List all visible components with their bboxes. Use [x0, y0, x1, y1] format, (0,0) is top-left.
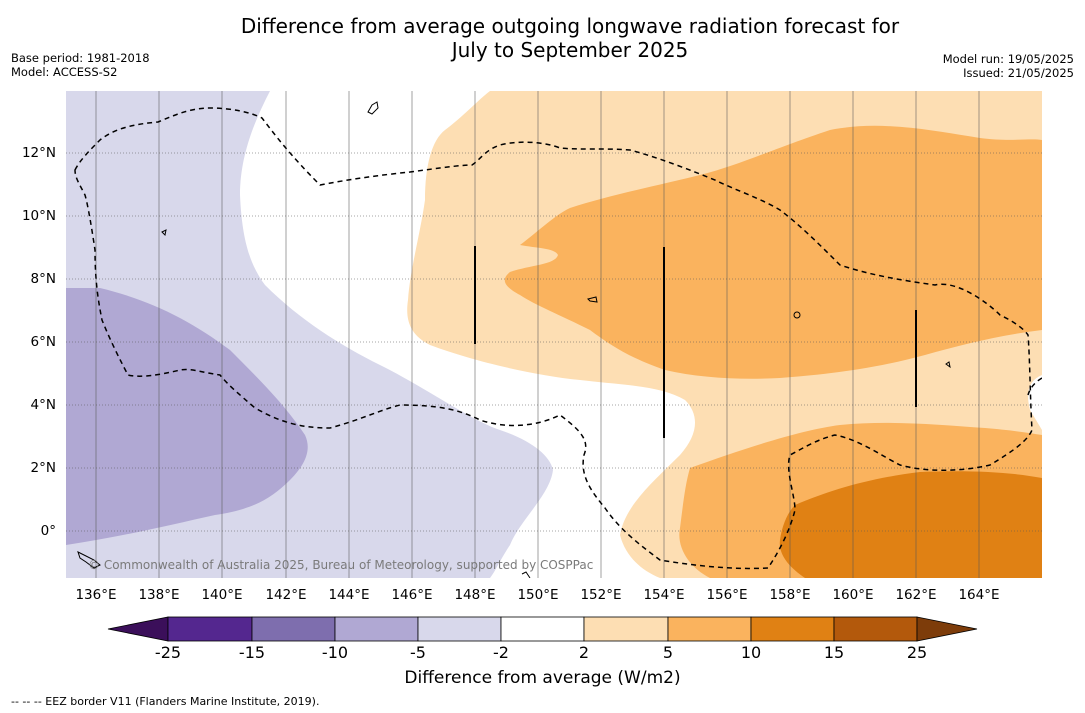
lat-label-10n: 10°N	[21, 208, 56, 224]
lon-label-138e: 138°E	[138, 587, 180, 603]
colorbar-bin-1	[167, 616, 253, 642]
meta-left: Base period: 1981-2018 Model: ACCESS-S2	[11, 51, 150, 79]
longitude-gridlines	[95, 91, 980, 578]
lat-label-8n: 8°N	[30, 271, 56, 287]
issued-date: Issued: 21/05/2025	[963, 66, 1074, 80]
model-run: Model run: 19/05/2025	[942, 52, 1074, 66]
colorbar-tick-minus2: -2	[493, 643, 509, 662]
meta-right: Model run: 19/05/2025 Issued: 21/05/2025	[943, 52, 1074, 80]
lat-label-6n: 6°N	[30, 334, 56, 350]
colorbar-bin-2	[251, 616, 336, 642]
lat-label-12n: 12°N	[21, 145, 56, 161]
colorbar-bin-3	[334, 616, 419, 642]
colorbar	[107, 616, 978, 642]
lon-label-156e: 156°E	[706, 587, 748, 603]
colorbar-bin-9	[833, 616, 918, 642]
island-kosrae	[945, 361, 951, 369]
region-5-to-10	[504, 125, 1042, 578]
colorbar-bin-4	[417, 616, 502, 642]
colorbar-tick-minus10: -10	[321, 643, 349, 662]
lat-label-2n: 2°N	[30, 460, 56, 476]
lon-label-160e: 160°E	[832, 587, 874, 603]
lon-label-164e: 164°E	[958, 587, 1000, 603]
longitude-markers	[474, 246, 917, 438]
colorbar-extend-high	[916, 616, 978, 642]
islands	[77, 101, 951, 578]
colorbar-tick-minus25: -25	[154, 643, 182, 662]
colorbar-tick-minus5: -5	[410, 643, 426, 662]
title-line-2: July to September 2025	[451, 38, 689, 62]
colorbar-tick-25: 25	[906, 643, 928, 662]
copyright-notice: © Commonwealth of Australia 2025, Bureau…	[88, 558, 594, 572]
colorbar-bin-8	[750, 616, 835, 642]
island-palau	[161, 229, 167, 237]
eez-border-west	[74, 107, 1033, 570]
region-10-to-15	[779, 471, 1042, 578]
colorbar-tick-15: 15	[823, 643, 845, 662]
island-islet	[521, 571, 531, 578]
colorbar-extend-low	[107, 616, 169, 642]
colorbar-tick-minus15: -15	[238, 643, 266, 662]
colorbar-bin-5	[500, 616, 585, 642]
lat-label-4n: 4°N	[30, 397, 56, 413]
colorbar-tick-2: 2	[578, 643, 590, 662]
chart-title: Difference from average outgoing longwav…	[0, 14, 1085, 62]
island-png-coast	[77, 551, 101, 569]
colorbar-tick-5: 5	[662, 643, 674, 662]
lon-label-162e: 162°E	[895, 587, 937, 603]
lon-label-142e: 142°E	[265, 587, 307, 603]
map-area	[66, 91, 1042, 578]
lon-label-154e: 154°E	[643, 587, 685, 603]
island-guam	[367, 101, 379, 115]
lon-label-150e: 150°E	[517, 587, 559, 603]
lon-label-158e: 158°E	[769, 587, 811, 603]
island-pohnpei	[793, 311, 801, 319]
lon-label-140e: 140°E	[201, 587, 243, 603]
eez-footnote: -- -- -- EEZ border V11 (Flanders Marine…	[11, 695, 320, 708]
island-chuuk	[587, 296, 598, 303]
eez-border-east	[1027, 377, 1042, 396]
lon-label-148e: 148°E	[454, 587, 496, 603]
lon-label-144e: 144°E	[328, 587, 370, 603]
model-name: Model: ACCESS-S2	[11, 65, 118, 79]
latitude-gridlines	[66, 152, 1042, 532]
lat-label-0: 0°	[40, 523, 56, 539]
title-line-1: Difference from average outgoing longwav…	[240, 14, 900, 38]
region-minus10-to-minus5	[66, 288, 308, 545]
colorbar-tick-10: 10	[740, 643, 762, 662]
colorbar-bin-7	[667, 616, 752, 642]
colorbar-bin-6	[583, 616, 669, 642]
lon-label-146e: 146°E	[391, 587, 433, 603]
lon-label-136e: 136°E	[75, 587, 117, 603]
base-period: Base period: 1981-2018	[11, 51, 150, 65]
lon-label-152e: 152°E	[580, 587, 622, 603]
colorbar-title: Difference from average (W/m2)	[404, 668, 681, 688]
